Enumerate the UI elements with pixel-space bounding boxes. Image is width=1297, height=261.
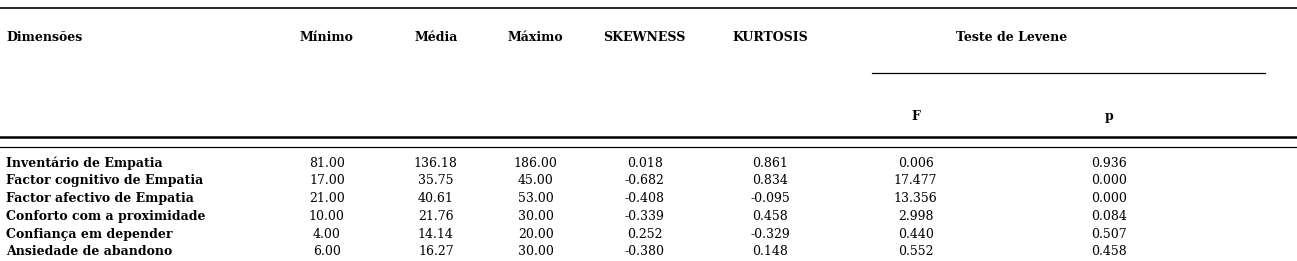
Text: 0.440: 0.440	[898, 228, 934, 241]
Text: -0.408: -0.408	[625, 192, 664, 205]
Text: KURTOSIS: KURTOSIS	[733, 31, 808, 44]
Text: 0.834: 0.834	[752, 174, 789, 187]
Text: 0.252: 0.252	[626, 228, 663, 241]
Text: 4.00: 4.00	[313, 228, 341, 241]
Text: Teste de Levene: Teste de Levene	[956, 31, 1067, 44]
Text: 0.458: 0.458	[1091, 245, 1127, 258]
Text: 0.507: 0.507	[1091, 228, 1127, 241]
Text: 53.00: 53.00	[518, 192, 554, 205]
Text: Confiança em depender: Confiança em depender	[6, 228, 173, 241]
Text: 2.998: 2.998	[898, 210, 934, 223]
Text: 6.00: 6.00	[313, 245, 341, 258]
Text: Mínimo: Mínimo	[300, 31, 354, 44]
Text: 45.00: 45.00	[518, 174, 554, 187]
Text: 17.00: 17.00	[309, 174, 345, 187]
Text: 81.00: 81.00	[309, 157, 345, 170]
Text: Máximo: Máximo	[508, 31, 563, 44]
Text: Factor cognitivo de Empatia: Factor cognitivo de Empatia	[6, 174, 204, 187]
Text: -0.095: -0.095	[751, 192, 790, 205]
Text: Conforto com a proximidade: Conforto com a proximidade	[6, 210, 206, 223]
Text: 0.000: 0.000	[1091, 174, 1127, 187]
Text: Média: Média	[414, 31, 458, 44]
Text: 0.018: 0.018	[626, 157, 663, 170]
Text: F: F	[912, 110, 920, 123]
Text: 21.00: 21.00	[309, 192, 345, 205]
Text: Ansiedade de abandono: Ansiedade de abandono	[6, 245, 173, 258]
Text: p: p	[1105, 110, 1113, 123]
Text: Dimensões: Dimensões	[6, 31, 83, 44]
Text: -0.682: -0.682	[625, 174, 664, 187]
Text: 0.552: 0.552	[898, 245, 934, 258]
Text: -0.339: -0.339	[625, 210, 664, 223]
Text: 14.14: 14.14	[418, 228, 454, 241]
Text: 0.000: 0.000	[1091, 192, 1127, 205]
Text: 136.18: 136.18	[414, 157, 458, 170]
Text: -0.329: -0.329	[751, 228, 790, 241]
Text: -0.380: -0.380	[625, 245, 664, 258]
Text: 13.356: 13.356	[894, 192, 938, 205]
Text: Factor afectivo de Empatia: Factor afectivo de Empatia	[6, 192, 195, 205]
Text: 35.75: 35.75	[418, 174, 454, 187]
Text: 21.76: 21.76	[418, 210, 454, 223]
Text: 20.00: 20.00	[518, 228, 554, 241]
Text: 0.458: 0.458	[752, 210, 789, 223]
Text: 30.00: 30.00	[518, 210, 554, 223]
Text: Inventário de Empatia: Inventário de Empatia	[6, 156, 163, 170]
Text: 186.00: 186.00	[514, 157, 558, 170]
Text: 0.148: 0.148	[752, 245, 789, 258]
Text: 0.084: 0.084	[1091, 210, 1127, 223]
Text: 30.00: 30.00	[518, 245, 554, 258]
Text: 17.477: 17.477	[894, 174, 938, 187]
Text: 0.936: 0.936	[1091, 157, 1127, 170]
Text: 40.61: 40.61	[418, 192, 454, 205]
Text: SKEWNESS: SKEWNESS	[603, 31, 686, 44]
Text: 16.27: 16.27	[418, 245, 454, 258]
Text: 0.861: 0.861	[752, 157, 789, 170]
Text: 0.006: 0.006	[898, 157, 934, 170]
Text: 10.00: 10.00	[309, 210, 345, 223]
